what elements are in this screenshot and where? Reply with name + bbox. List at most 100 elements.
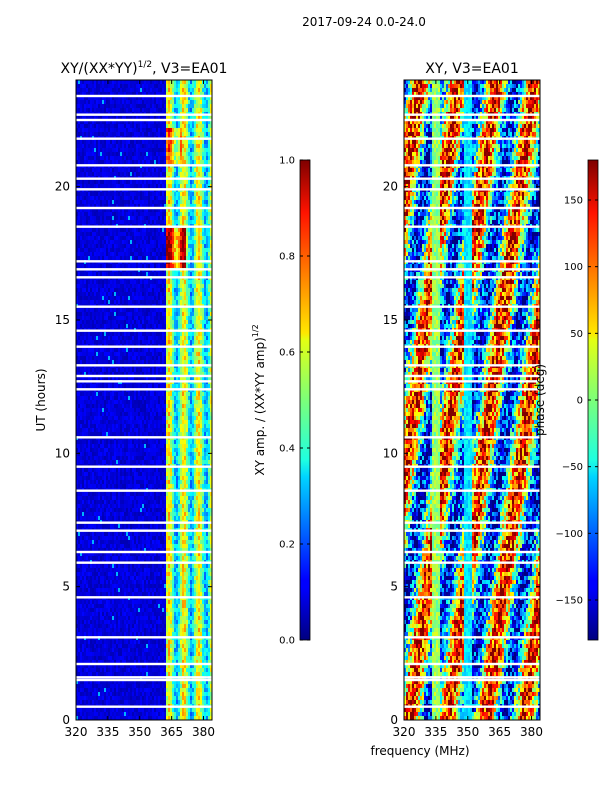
heatmap-cell <box>96 348 99 353</box>
heatmap-cell <box>124 128 127 133</box>
heatmap-cell <box>96 192 99 197</box>
heatmap-cell <box>150 84 153 89</box>
heatmap-cell <box>162 156 165 161</box>
heatmap-cell <box>202 284 205 289</box>
heatmap-cell <box>130 132 133 137</box>
heatmap-cell <box>122 196 125 201</box>
heatmap-cell <box>170 116 173 121</box>
heatmap-cell <box>210 88 212 93</box>
heatmap-cell <box>180 80 183 85</box>
heatmap-cell <box>146 312 149 317</box>
heatmap-cell <box>76 92 79 97</box>
heatmap-cell <box>162 212 165 217</box>
heatmap-cell <box>150 140 153 145</box>
heatmap-cell <box>190 104 193 109</box>
heatmap-cell <box>128 300 131 305</box>
heatmap-cell <box>156 192 159 197</box>
heatmap-cell <box>190 132 193 137</box>
heatmap-cell <box>116 132 119 137</box>
heatmap-cell <box>82 292 85 297</box>
heatmap-cell <box>146 172 149 177</box>
heatmap-cell <box>182 284 185 289</box>
heatmap-cell <box>118 240 121 245</box>
heatmap-cell <box>200 272 203 277</box>
heatmap-cell <box>136 212 139 217</box>
heatmap-cell <box>106 332 109 337</box>
heatmap-cell <box>176 140 179 145</box>
heatmap-cell <box>120 324 123 329</box>
heatmap-cell <box>94 368 97 373</box>
heatmap-cell <box>102 104 105 109</box>
amplitude-panel-title: XY/(XX*YY)1/2, V3=EA01 <box>61 60 228 77</box>
heatmap-cell <box>90 140 93 145</box>
heatmap-cell <box>180 192 183 197</box>
heatmap-cell <box>76 140 79 145</box>
heatmap-cell <box>188 336 191 341</box>
heatmap-cell <box>148 312 151 317</box>
heatmap-cell <box>100 88 103 93</box>
heatmap-cell <box>160 208 163 213</box>
heatmap-cell <box>98 156 101 161</box>
heatmap-cell <box>208 368 211 373</box>
heatmap-cell <box>134 256 137 261</box>
heatmap-cell <box>166 192 169 197</box>
heatmap-cell <box>210 352 212 357</box>
heatmap-cell <box>148 288 151 293</box>
heatmap-cell <box>134 196 137 201</box>
heatmap-cell <box>116 288 119 293</box>
heatmap-cell <box>94 160 97 165</box>
heatmap-cell <box>92 360 95 365</box>
heatmap-cell <box>200 236 203 241</box>
heatmap-cell <box>128 128 131 133</box>
heatmap-cell <box>204 200 207 205</box>
heatmap-cell <box>152 292 155 297</box>
heatmap-cell <box>120 292 123 297</box>
heatmap-cell <box>198 180 201 185</box>
heatmap-cell <box>154 264 157 269</box>
heatmap-cell <box>200 292 203 297</box>
heatmap-cell <box>150 160 153 165</box>
heatmap-cell <box>124 320 127 325</box>
heatmap-cell <box>82 256 85 261</box>
heatmap-cell <box>190 220 193 225</box>
heatmap-cell <box>206 220 209 225</box>
heatmap-cell <box>184 172 187 177</box>
heatmap-cell <box>124 180 127 185</box>
heatmap-cell <box>80 316 83 321</box>
heatmap-cell <box>178 312 181 317</box>
heatmap-cell <box>98 356 101 361</box>
heatmap-cell <box>146 292 149 297</box>
heatmap-cell <box>180 252 183 257</box>
heatmap-cell <box>114 80 117 85</box>
heatmap-cell <box>138 248 141 253</box>
heatmap-cell <box>162 216 165 221</box>
heatmap-cell <box>136 232 139 237</box>
heatmap-cell <box>204 96 207 101</box>
heatmap-cell <box>108 352 111 357</box>
heatmap-cell <box>108 108 111 113</box>
heatmap-cell <box>158 288 161 293</box>
heatmap-cell <box>152 96 155 101</box>
heatmap-cell <box>208 128 211 133</box>
heatmap-cell <box>178 256 181 261</box>
heatmap-cell <box>126 372 129 377</box>
heatmap-cell <box>150 152 153 157</box>
heatmap-cell <box>106 356 109 361</box>
heatmap-cell <box>192 232 195 237</box>
heatmap-cell <box>134 300 137 305</box>
heatmap-cell <box>154 284 157 289</box>
heatmap-cell <box>110 120 113 125</box>
heatmap-cell <box>96 240 99 245</box>
heatmap-cell <box>114 252 117 257</box>
heatmap-cell <box>126 248 129 253</box>
heatmap-cell <box>130 196 133 201</box>
heatmap-cell <box>126 96 129 101</box>
heatmap-cell <box>130 280 133 285</box>
heatmap-cell <box>118 100 121 105</box>
heatmap-cell <box>204 300 207 305</box>
heatmap-cell <box>204 284 207 289</box>
heatmap-cell <box>130 200 133 205</box>
heatmap-cell <box>152 288 155 293</box>
heatmap-cell <box>106 240 109 245</box>
heatmap-cell <box>150 92 153 97</box>
